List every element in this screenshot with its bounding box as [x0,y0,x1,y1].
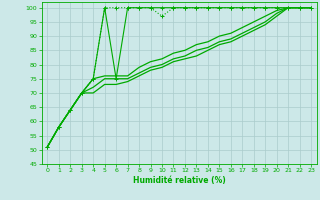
X-axis label: Humidité relative (%): Humidité relative (%) [133,176,226,185]
